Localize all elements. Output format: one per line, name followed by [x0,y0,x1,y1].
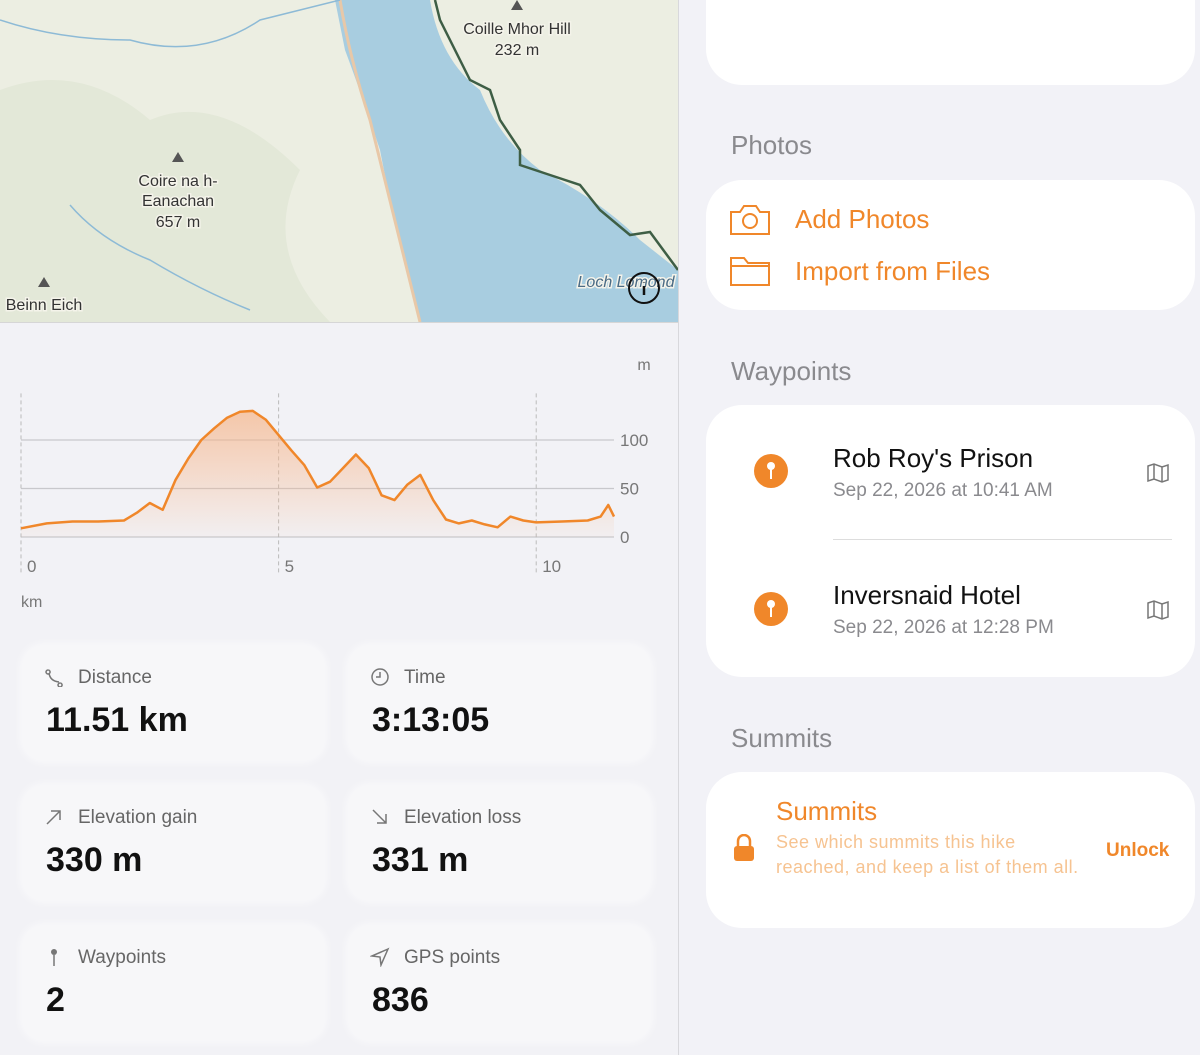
stat-label: Elevation gain [78,807,198,828]
import-files-button[interactable]: Import from Files [795,256,991,286]
y-tick-label: 100 [620,431,648,450]
waypoint-name[interactable]: Inversnaid Hotel [833,580,1021,610]
stat-card: GPS points 836 [348,925,651,1041]
map-terrain [0,80,330,322]
stat-label: Waypoints [78,947,166,968]
icon [46,810,61,825]
icon [370,947,390,967]
map-loch [335,0,678,322]
waypoint-time: Sep 22, 2026 at 12:28 PM [833,617,1054,638]
stat-label: GPS points [404,947,501,968]
section-heading: Summits [731,723,833,753]
icon [45,669,63,687]
info-button[interactable] [628,272,660,304]
stat-value: 331 m [372,841,469,879]
stat-card: Time 3:13:05 [348,645,651,761]
stat-value: 11.51 km [46,701,188,739]
y-tick-label: 0 [620,528,629,547]
elevation-line [20,409,616,530]
map-road [338,0,422,322]
map-label: Coille Mhor Hill [463,21,571,38]
folder-icon [730,257,770,286]
map-stream [0,0,341,48]
waypoints-card: Rob Roy's Prison Sep 22, 2026 at 10:41 A… [706,405,1195,677]
summits-card: Summits See which summits this hike reac… [706,772,1195,928]
map-label: Coire na h- [138,173,217,190]
stat-label: Time [404,667,446,688]
map-label: 232 m [495,42,539,59]
camera-icon [730,205,770,235]
map-stream [69,204,251,311]
stat-label: Distance [78,667,152,688]
route-line [433,0,678,271]
stat-label: Elevation loss [404,807,522,828]
stat-card: Waypoints 2 [22,925,325,1041]
elevation-chart: m km 0 50 100 0 5 10 [20,357,651,611]
map-label: Beinn Eich [6,297,83,314]
stat-value: 330 m [46,841,143,879]
stat-value: 3:13:05 [372,701,490,739]
icon [371,668,389,686]
section-heading: Photos [731,130,812,160]
summits-description: See which summits this hike reached, and… [776,832,1079,877]
icon [372,809,387,824]
map-canvas: Coille Mhor Hill 232 m Coire na h- Eanac… [0,0,678,322]
photos-card: Add Photos Import from Files [706,180,1195,310]
lock-icon [734,834,754,861]
top-card [706,0,1195,85]
x-axis-label: km [21,594,42,611]
x-tick-label: 0 [27,557,36,576]
y-tick-label: 50 [620,479,639,498]
left-panel: Coille Mhor Hill 232 m Coire na h- Eanac… [0,0,679,1055]
map-label: Loch Lomond [578,274,676,291]
stat-value: 836 [372,981,429,1019]
icon [51,949,57,966]
elevation-area [21,410,614,537]
map-label: 657 m [156,214,200,231]
map-icon[interactable] [1146,462,1170,484]
map-icon[interactable] [1146,599,1170,621]
section-heading: Waypoints [731,356,852,386]
map-label: Eanachan [142,193,214,210]
add-photos-button[interactable]: Add Photos [795,204,930,234]
stat-card: Distance 11.51 km [22,645,325,761]
x-tick-label: 10 [542,557,561,576]
unlock-button[interactable]: Unlock [1106,840,1170,861]
summits-title: Summits [776,796,878,826]
y-axis-label: m [637,357,650,374]
pin-icon [754,592,788,626]
separator [833,539,1172,540]
pin-icon [754,454,788,488]
x-tick-label: 5 [285,557,294,576]
waypoint-name[interactable]: Rob Roy's Prison [833,443,1034,473]
stat-value: 2 [46,981,65,1019]
map[interactable]: Coille Mhor Hill 232 m Coire na h- Eanac… [0,0,678,323]
stat-card: Elevation loss 331 m [348,785,651,901]
stat-card: Elevation gain 330 m [22,785,325,901]
waypoint-time: Sep 22, 2026 at 10:41 AM [833,480,1053,501]
